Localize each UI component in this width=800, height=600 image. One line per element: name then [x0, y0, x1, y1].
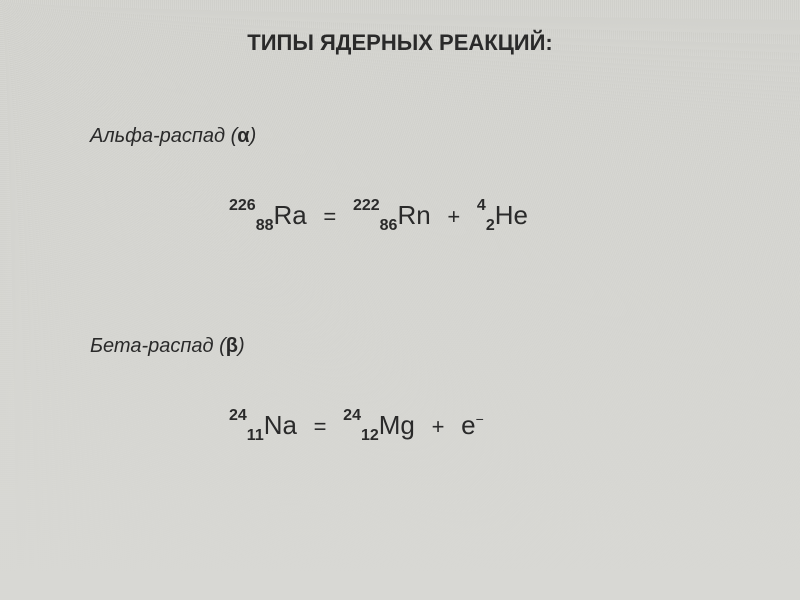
- alpha-rhs1-symbol: Rn: [397, 200, 430, 230]
- beta-label-suffix: ): [238, 335, 245, 357]
- beta-rhs1-mass: 24: [343, 407, 361, 424]
- alpha-lhs-symbol: Ra: [274, 200, 307, 230]
- beta-electron: e−: [461, 410, 484, 441]
- beta-lhs-mass: 24: [229, 407, 247, 424]
- beta-equation: 2411Na = 2412Mg + e−: [225, 410, 488, 441]
- plus-sign: +: [447, 204, 460, 229]
- alpha-rhs1-atomic: 86: [380, 217, 398, 234]
- alpha-lhs-nuclide: 22688Ra: [229, 200, 307, 231]
- alpha-label-suffix: ): [250, 125, 257, 147]
- plus-sign: +: [432, 414, 445, 439]
- equals-sign: =: [323, 204, 336, 229]
- page-title: ТИПЫ ЯДЕРНЫХ РЕАКЦИЙ:: [247, 30, 552, 56]
- beta-rhs1-symbol: Mg: [379, 410, 415, 440]
- alpha-section-label: Альфа-распад (α): [90, 125, 256, 148]
- beta-electron-symbol: e: [461, 410, 475, 440]
- alpha-rhs2-mass: 4: [477, 197, 486, 214]
- alpha-rhs1-nuclide: 22286Rn: [353, 200, 431, 231]
- alpha-rhs2-nuclide: 42He: [477, 200, 528, 231]
- beta-electron-charge: −: [476, 411, 484, 427]
- alpha-label-prefix: Альфа-распад (: [90, 125, 237, 147]
- beta-lhs-symbol: Na: [264, 410, 297, 440]
- alpha-equation: 22688Ra = 22286Rn + 42He: [225, 200, 532, 231]
- equals-sign: =: [314, 414, 327, 439]
- alpha-lhs-atomic: 88: [256, 217, 274, 234]
- beta-rhs1-nuclide: 2412Mg: [343, 410, 415, 441]
- beta-lhs-nuclide: 2411Na: [229, 410, 297, 441]
- alpha-lhs-mass: 226: [229, 197, 256, 214]
- beta-greek-icon: β: [226, 335, 238, 357]
- alpha-rhs2-symbol: He: [495, 200, 528, 230]
- alpha-rhs1-mass: 222: [353, 197, 380, 214]
- alpha-greek-icon: α: [237, 125, 249, 147]
- alpha-rhs2-atomic: 2: [486, 217, 495, 234]
- beta-label-prefix: Бета-распад (: [90, 335, 226, 357]
- beta-rhs1-atomic: 12: [361, 427, 379, 444]
- beta-section-label: Бета-распад (β): [90, 335, 245, 358]
- beta-lhs-atomic: 11: [247, 427, 264, 444]
